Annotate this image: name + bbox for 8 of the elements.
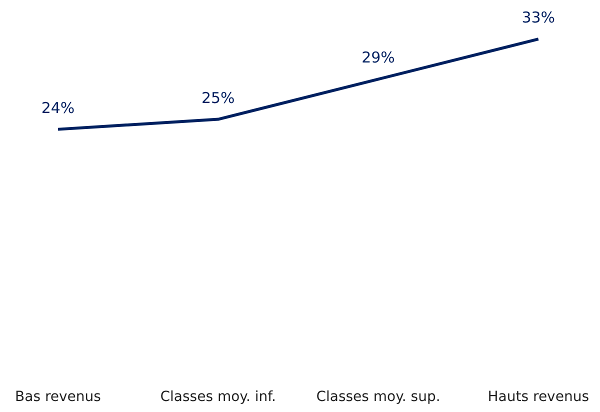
x-tick-label: Classes moy. inf.	[160, 389, 276, 405]
data-label: 25%	[201, 88, 235, 107]
data-label: 24%	[41, 98, 75, 117]
x-tick-label: Classes moy. sup.	[316, 389, 440, 405]
x-tick-label: Hauts revenus	[488, 389, 590, 405]
data-label: 33%	[522, 8, 556, 27]
data-label: 29%	[362, 48, 395, 67]
x-tick-label: Bas revenus	[15, 389, 101, 405]
